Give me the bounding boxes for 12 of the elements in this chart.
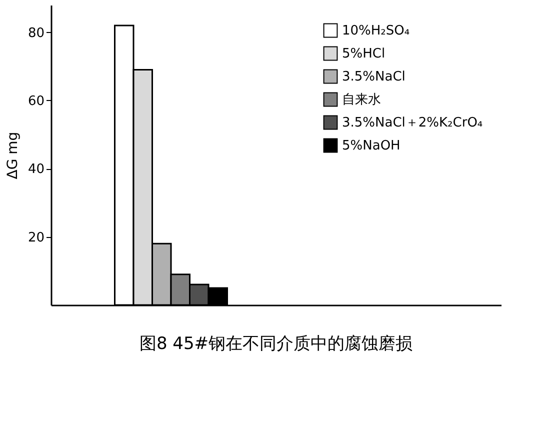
y-tick-label: 20 [28,230,44,246]
y-tick-label: 40 [28,162,44,178]
y-tick-label: 60 [28,94,44,109]
text: 图8 45#钢在不同介质中的腐蚀磨损 [139,334,413,354]
legend-label: 自来水 [342,92,381,108]
legend-label: 10%H₂SO₄ [342,24,410,38]
legend-label: 5%HCl [342,46,386,62]
legend-label: 3.5%NaCl＋2%K₂CrO₄ [342,116,483,130]
y-tick-label: 80 [28,26,44,41]
legend-label: 5%NaOH [342,138,400,154]
legend-label: 3.5%NaCl [342,70,406,84]
y-axis-title: ΔG mg [4,132,21,180]
